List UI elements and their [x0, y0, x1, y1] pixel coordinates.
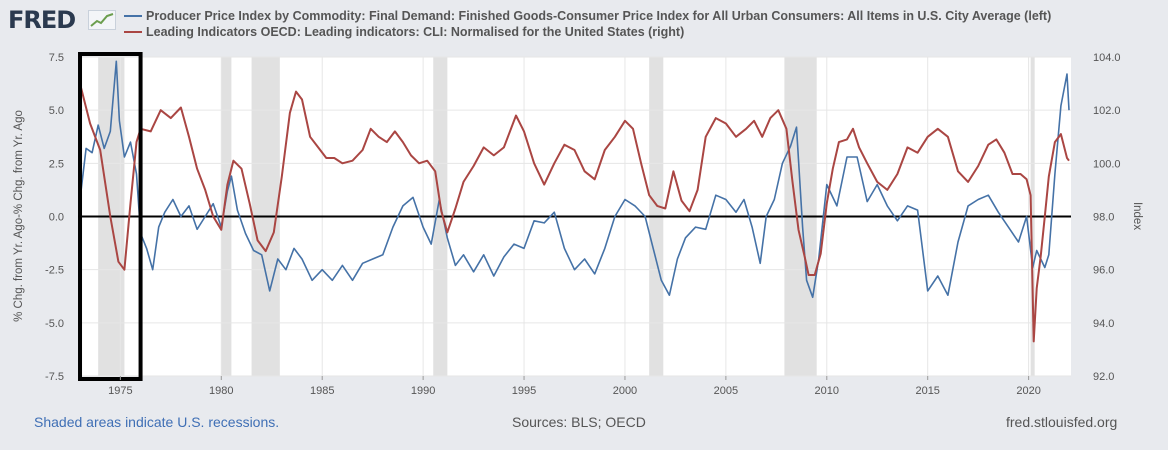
x-tick-label: 2020 [1016, 385, 1040, 397]
left-axis-label: % Chg. from Yr. Ago-% Chg. from Yr. Ago [13, 110, 25, 322]
right-tick-label: 102.0 [1093, 105, 1121, 117]
legend-swatch-series-2 [124, 31, 142, 33]
left-tick-label: 2.5 [49, 158, 64, 170]
x-tick-label: 2010 [815, 385, 839, 397]
right-tick-label: 96.0 [1093, 265, 1114, 277]
left-tick-label: 5.0 [49, 105, 64, 117]
left-tick-label: -2.5 [45, 265, 64, 277]
x-tick-label: 1985 [310, 385, 334, 397]
x-axis-ticks: 1975 1980 1985 1990 1995 2000 2005 2010 2015 2020 [108, 376, 1041, 397]
legend-swatch-series-1 [124, 15, 142, 17]
left-tick-label: -7.5 [45, 371, 64, 383]
right-tick-label: 98.0 [1093, 212, 1114, 224]
series-line-1[interactable] [79, 60, 1070, 299]
chart-legend: Producer Price Index by Commodity: Final… [124, 8, 1051, 40]
legend-label-series-1: Producer Price Index by Commodity: Final… [146, 9, 1052, 23]
sources-text: Sources: BLS; OECD [512, 414, 646, 430]
x-tick-label: 2000 [613, 385, 637, 397]
legend-item-series-1[interactable]: Producer Price Index by Commodity: Final… [124, 8, 1051, 24]
chart-footer: Shaded areas indicate U.S. recessions. S… [0, 414, 1168, 438]
right-tick-label: 92.0 [1093, 371, 1114, 383]
legend-item-series-2[interactable]: Leading Indicators OECD: Leading indicat… [124, 24, 1051, 40]
fred-logo-graph-icon [88, 10, 116, 30]
left-tick-label: 0.0 [49, 212, 64, 224]
series-line-2[interactable] [79, 83, 1070, 343]
x-tick-label: 1980 [209, 385, 233, 397]
legend-label-series-2: Leading Indicators OECD: Leading indicat… [146, 25, 685, 39]
series-layer [79, 60, 1070, 343]
x-tick-label: 1995 [512, 385, 536, 397]
left-tick-label: 7.5 [49, 52, 64, 64]
right-tick-label: 94.0 [1093, 318, 1114, 330]
right-tick-label: 104.0 [1093, 52, 1121, 64]
x-tick-label: 2005 [714, 385, 738, 397]
right-axis-label: Index [1131, 202, 1143, 230]
highlight-box [78, 52, 143, 381]
left-axis-ticks: 7.5 5.0 2.5 0.0 -2.5 -5.0 -7.5 [45, 52, 64, 383]
x-tick-label: 2015 [915, 385, 939, 397]
fred-logo[interactable]: FRED [8, 6, 76, 34]
right-tick-label: 100.0 [1093, 158, 1121, 170]
right-axis-ticks: 104.0 102.0 100.0 98.0 96.0 94.0 92.0 [1093, 52, 1121, 383]
chart-header: FRED Producer Price Index by Commodity: … [0, 0, 1168, 50]
left-tick-label: -5.0 [45, 318, 64, 330]
x-tick-label: 1975 [108, 385, 132, 397]
x-tick-label: 1990 [411, 385, 435, 397]
recession-note-link[interactable]: Shaded areas indicate U.S. recessions. [34, 414, 280, 430]
site-link[interactable]: fred.stlouisfed.org [1006, 414, 1118, 430]
chart-svg: 7.5 5.0 2.5 0.0 -2.5 -5.0 -7.5 104.0 102.0 100.0… [13, 52, 1143, 397]
